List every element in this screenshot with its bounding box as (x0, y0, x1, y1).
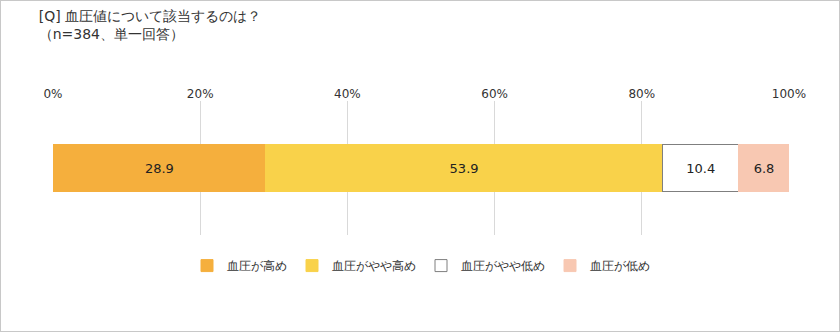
svg-text:血圧が高め: 血圧が高め (227, 259, 287, 273)
svg-text:6.8: 6.8 (754, 161, 775, 176)
svg-text:20%: 20% (187, 87, 214, 101)
svg-text:[Q] 血圧値について該当するのは？（n=384、単一回答）: [Q] 血圧値について該当するのは？（n=384、単一回答） (39, 8, 261, 42)
svg-text:10.4: 10.4 (686, 161, 715, 176)
svg-text:40%: 40% (334, 87, 361, 101)
svg-text:80%: 80% (628, 87, 655, 101)
svg-text:0%: 0% (43, 87, 62, 101)
svg-text:血圧が低め: 血圧が低め (590, 259, 650, 273)
svg-text:28.9: 28.9 (145, 161, 174, 176)
svg-text:血圧がやや高め: 血圧がやや高め (332, 259, 416, 273)
svg-text:100%: 100% (772, 87, 806, 101)
svg-text:53.9: 53.9 (450, 161, 479, 176)
svg-text:60%: 60% (481, 87, 508, 101)
svg-text:血圧がやや低め: 血圧がやや低め (461, 259, 545, 273)
